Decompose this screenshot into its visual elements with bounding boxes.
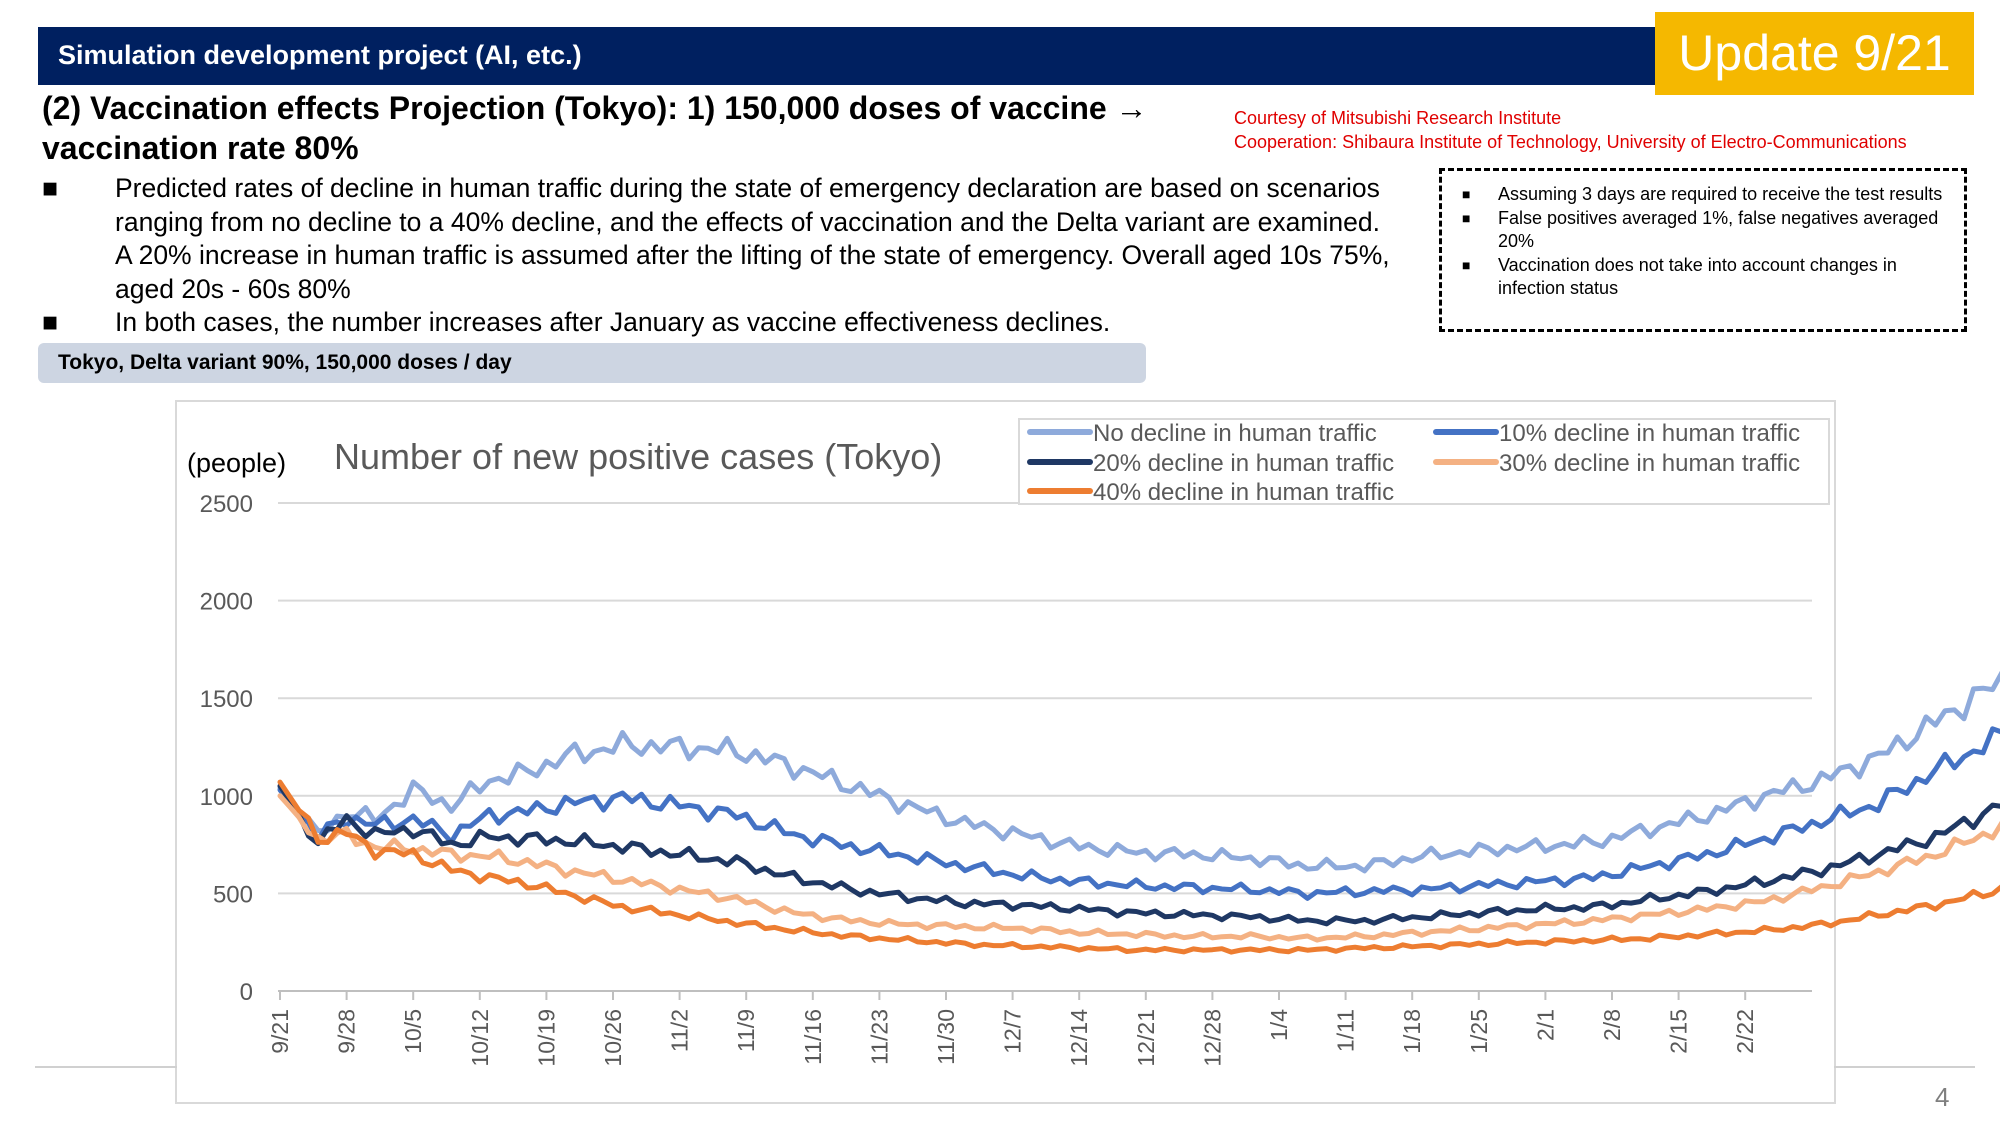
x-tick-label: 2/15 <box>1666 1009 1692 1054</box>
slide-subtitle: (2) Vaccination effects Projection (Toky… <box>42 90 1148 166</box>
x-tick-label: 1/18 <box>1399 1009 1425 1054</box>
legend-label: 20% decline in human traffic <box>1093 450 1394 477</box>
legend-box <box>1018 418 1830 505</box>
bullet-item: ■ In both cases, the number increases af… <box>42 306 1402 340</box>
footer-line-left <box>35 1066 177 1068</box>
footer-line-right <box>1834 1066 1975 1068</box>
x-tick-label: 12/14 <box>1066 1009 1092 1067</box>
y-tick-label: 1500 <box>200 686 253 713</box>
y-tick-label: 2500 <box>200 491 253 518</box>
courtesy-line-2: Cooperation: Shibaura Institute of Techn… <box>1234 132 1907 152</box>
bullet-mark: ■ <box>42 173 59 203</box>
update-badge: Update 9/21 <box>1655 12 1974 95</box>
note-text: Vaccination does not take into account c… <box>1498 254 1897 299</box>
x-tick-label: 10/12 <box>467 1009 493 1067</box>
x-tick-label: 10/26 <box>600 1009 626 1067</box>
page-header-title: Simulation development project (AI, etc.… <box>58 40 582 70</box>
x-tick-label: 11/30 <box>933 1009 959 1065</box>
note-mark: ■ <box>1462 256 1471 273</box>
x-tick-label: 1/11 <box>1333 1009 1359 1052</box>
header-bar <box>38 27 1973 85</box>
series-line <box>277 779 2000 955</box>
bullet-text: Predicted rates of decline in human traf… <box>115 173 1390 304</box>
courtesy-line-1: Courtesy of Mitsubishi Research Institut… <box>1234 108 1562 128</box>
x-tick-label: 2/22 <box>1732 1009 1758 1054</box>
series-line <box>277 793 2000 943</box>
note-mark: ■ <box>1462 209 1471 226</box>
y-tick-label: 1000 <box>200 784 253 811</box>
chart-title: Number of new positive cases (Tokyo) <box>334 436 942 477</box>
x-tick-label: 2/1 <box>1532 1009 1558 1041</box>
x-tick-label: 12/28 <box>1199 1009 1225 1067</box>
x-tick-label: 11/2 <box>667 1009 693 1052</box>
legend-label: 30% decline in human traffic <box>1499 450 1800 477</box>
x-tick-label: 11/16 <box>800 1009 826 1065</box>
x-tick-label: 1/25 <box>1466 1009 1492 1054</box>
x-tick-label: 10/5 <box>400 1009 426 1054</box>
bullet-mark: ■ <box>42 307 59 337</box>
x-tick-label: 11/23 <box>866 1009 892 1065</box>
y-tick-label: 0 <box>240 979 253 1006</box>
y-axis-label: (people) <box>187 448 286 478</box>
bullet-list: ■ Predicted rates of decline in human tr… <box>42 172 1402 340</box>
bullet-item: ■ Predicted rates of decline in human tr… <box>42 172 1402 306</box>
page-number: 4 <box>1935 1082 1950 1112</box>
legend-label: 40% decline in human traffic <box>1093 479 1394 506</box>
chart-frame <box>175 400 1836 1104</box>
x-tick-label: 2/8 <box>1599 1009 1625 1041</box>
note-text: False positives averaged 1%, false negat… <box>1498 207 1939 252</box>
scenario-label: Tokyo, Delta variant 90%, 150,000 doses … <box>38 343 1146 383</box>
x-tick-label: 12/21 <box>1133 1009 1159 1067</box>
x-tick-label: 12/7 <box>1000 1009 1026 1054</box>
note-text: Assuming 3 days are required to receive … <box>1498 184 1943 204</box>
bullet-text: In both cases, the number increases afte… <box>115 307 1111 337</box>
y-tick-label: 2000 <box>200 589 253 616</box>
x-tick-label: 9/28 <box>334 1009 360 1054</box>
series-line <box>277 670 2000 874</box>
assumption-item: ■ False positives averaged 1%, false neg… <box>1462 207 1950 254</box>
x-tick-label: 11/9 <box>733 1009 759 1052</box>
assumptions-box: ■ Assuming 3 days are required to receiv… <box>1439 168 1967 332</box>
x-tick-label: 10/19 <box>533 1009 559 1067</box>
courtesy-note: Courtesy of Mitsubishi Research Institut… <box>1234 106 1907 154</box>
legend-label: No decline in human traffic <box>1093 420 1377 447</box>
x-tick-label: 1/4 <box>1266 1009 1292 1041</box>
x-tick-label: 9/21 <box>267 1009 293 1054</box>
assumption-item: ■ Assuming 3 days are required to receiv… <box>1462 183 1950 207</box>
series-line <box>277 783 2000 927</box>
y-tick-label: 500 <box>213 881 253 908</box>
note-mark: ■ <box>1462 186 1471 202</box>
assumption-item: ■ Vaccination does not take into account… <box>1462 254 1950 301</box>
series-line <box>277 726 2000 901</box>
legend-label: 10% decline in human traffic <box>1499 420 1800 447</box>
